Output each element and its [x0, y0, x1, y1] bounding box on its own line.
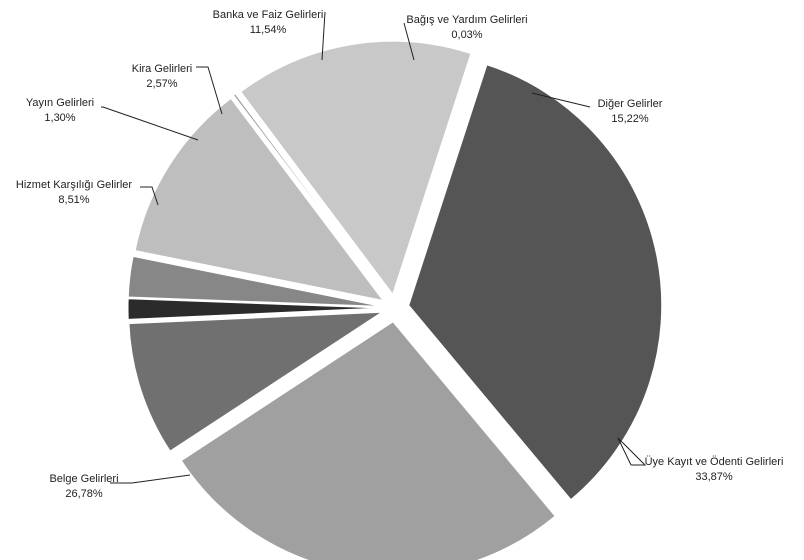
slice-label-4: Kira Gelirleri: [132, 63, 193, 75]
pie-slice-0: [408, 64, 663, 501]
pie-slice-4: [127, 255, 382, 307]
slice-label-3: Yayın Gelirleri: [26, 97, 94, 109]
leader-line-3: [101, 106, 199, 141]
slice-label-group-1: Belge Gelirleri 26,78%: [49, 473, 191, 500]
slice-value-7: 15,22%: [611, 113, 649, 125]
slice-label-0: Üye Kayıt ve Ödenti Gelirleri: [645, 456, 784, 468]
leader-line-1: [110, 474, 191, 484]
slice-value-6: 0,03%: [451, 29, 482, 41]
labels-layer: Üye Kayıt ve Ödenti Gelirleri 33,87% Belge…: [16, 9, 783, 500]
slice-label-group-4: Kira Gelirleri 2,57%: [132, 63, 223, 115]
pie-slice-1: [180, 321, 556, 560]
slice-label-1: Belge Gelirleri: [49, 473, 118, 485]
slice-label-group-5: Banka ve Faiz Gelirleri 11,54%: [213, 9, 326, 61]
slice-label-7: Diğer Gelirler: [598, 98, 663, 110]
slice-label-group-3: Yayın Gelirleri 1,30%: [26, 97, 199, 141]
leader-line-4: [196, 66, 223, 115]
slice-value-0: 33,87%: [695, 471, 733, 483]
slice-label-group-0: Üye Kayıt ve Ödenti Gelirleri 33,87%: [617, 437, 784, 483]
slice-label-group-2: Hizmet Karşılığı Gelirler 8,51%: [16, 179, 159, 206]
leader-line-6: [403, 22, 415, 61]
slice-label-group-7: Diğer Gelirler 15,22%: [531, 92, 663, 125]
slice-value-5: 11,54%: [250, 24, 287, 36]
slice-value-4: 2,57%: [146, 78, 177, 90]
pie-slice-7: [240, 40, 472, 296]
slice-label-2: Hizmet Karşılığı Gelirler: [16, 179, 132, 191]
slice-value-3: 1,30%: [44, 112, 75, 124]
leader-line-2: [140, 186, 159, 206]
pie-slice-3: [127, 298, 382, 320]
slice-label-5: Banka ve Faiz Gelirleri: [213, 9, 324, 21]
leader-line-0: [617, 437, 647, 466]
pie-slice-6: [232, 93, 387, 298]
pie-slice-5: [134, 97, 385, 302]
slice-value-1: 26,78%: [65, 488, 103, 500]
slice-label-6: Bağış ve Yardım Gelirleri: [406, 14, 527, 26]
slice-label-group-6: Bağış ve Yardım Gelirleri 0,03%: [403, 14, 528, 61]
leader-line-7: [531, 92, 591, 108]
leader-line-5: [321, 11, 326, 61]
pie-slice-2: [128, 311, 384, 452]
slices-layer: [127, 40, 663, 560]
slice-value-2: 8,51%: [58, 194, 89, 206]
